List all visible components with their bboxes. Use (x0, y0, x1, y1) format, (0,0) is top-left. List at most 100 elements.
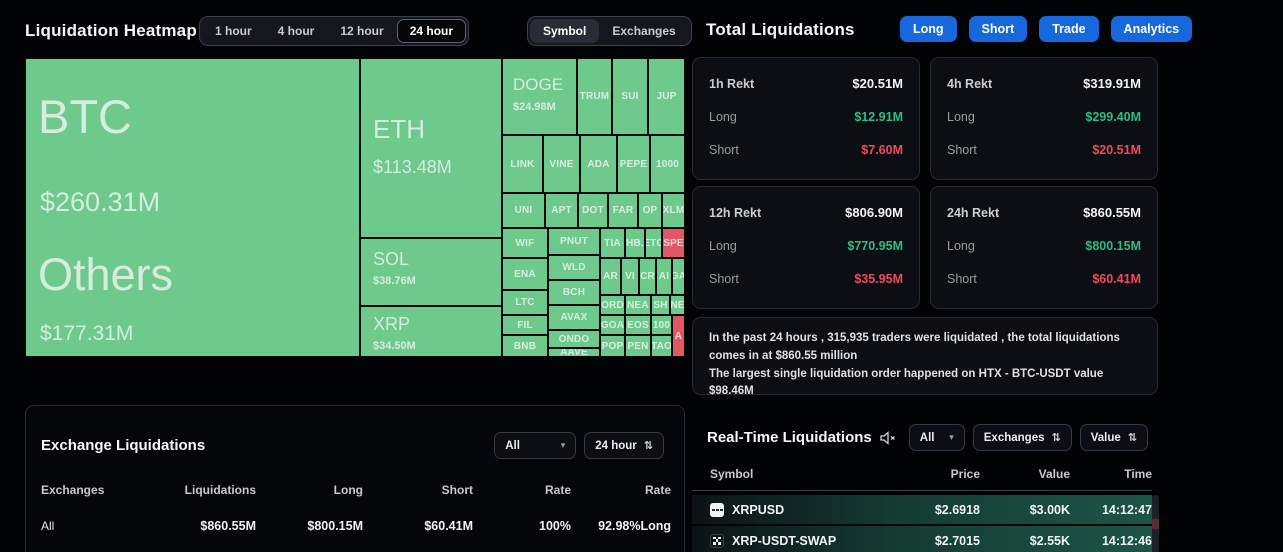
totals-action-buttons: Long Short Trade Analytics (888, 16, 1193, 42)
view-toggle-exchanges[interactable]: Exchanges (599, 19, 688, 43)
realtime-market-dropdown[interactable]: All ▾ (908, 424, 965, 451)
treemap-cell-wld[interactable]: WLD (548, 255, 600, 280)
rekt-4h-long: $299.40M (1085, 110, 1141, 124)
liquidation-summary-box: In the past 24 hours , 315,935 traders w… (692, 317, 1158, 397)
treemap-cell-ondo[interactable]: ONDO (548, 330, 600, 348)
long-row-label: Long (947, 239, 975, 253)
chevron-down-icon: ▾ (560, 440, 566, 450)
treemap-cell-fil[interactable]: FIL (502, 315, 548, 335)
treemap-cell-vine[interactable]: VINE (543, 135, 580, 193)
treemap-cell-ga[interactable]: GA (672, 258, 685, 295)
treemap-cell-sui[interactable]: SUI (612, 58, 648, 135)
treemap-cell-ne[interactable]: NE (670, 295, 685, 315)
treemap-cell-trum[interactable]: TRUM (577, 58, 612, 135)
treemap-cell-aave[interactable]: AAVE (548, 348, 600, 357)
sort-arrows-icon: ⇅ (1051, 432, 1061, 444)
long-button[interactable]: Long (900, 16, 957, 42)
rekt-4h-total: $319.91M (1083, 76, 1141, 91)
treemap-cell-ena[interactable]: ENA (502, 258, 548, 290)
treemap-cell-ai[interactable]: AI (656, 258, 672, 295)
treemap-cell-tao[interactable]: TAO (651, 335, 672, 357)
time-filter-12h[interactable]: 12 hour (327, 19, 396, 43)
exchange-table-header: Exchanges Liquidations Long Short Rate R… (26, 483, 684, 497)
treemap-cell-ltc[interactable]: LTC (502, 290, 548, 315)
cell-exchange: All (41, 519, 55, 533)
treemap-cell-avax[interactable]: AVAX (548, 305, 600, 330)
time-filter-24h[interactable]: 24 hour (396, 19, 467, 43)
analytics-button[interactable]: Analytics (1110, 16, 1193, 42)
total-liquidations-title: Total Liquidations (706, 20, 855, 39)
treemap-cell-xrp[interactable]: XRP $34.50M (360, 306, 502, 357)
treemap-cell-op[interactable]: OP (638, 193, 662, 228)
treemap-eth-label: ETH (373, 114, 425, 144)
realtime-row-xrpusd[interactable]: XRPUSD $2.6918 $3.00K 14:12:47 (692, 495, 1152, 524)
time-filter-1h[interactable]: 1 hour (202, 19, 265, 43)
treemap-cell-btc-others[interactable]: BTC $260.31M Others $177.31M (25, 58, 360, 357)
treemap-cell-hb[interactable]: HB. (625, 228, 645, 258)
treemap-cell-label: FIL (517, 319, 533, 331)
time-filter-4h[interactable]: 4 hour (265, 19, 328, 43)
treemap-cell-label: TRUM (579, 91, 610, 102)
treemap-cell-pen[interactable]: PEN (625, 335, 651, 357)
treemap-cell-link[interactable]: LINK (502, 135, 543, 193)
value-cell: $3.00K (1029, 502, 1070, 517)
treemap-cell-far[interactable]: FAR (608, 193, 638, 228)
col-exchanges: Exchanges (41, 483, 105, 497)
treemap-cell-pepe[interactable]: PEPE (617, 135, 650, 193)
realtime-scrollbar[interactable] (1152, 495, 1159, 552)
treemap-cell-etc[interactable]: ETC (645, 228, 662, 258)
bitmex-exchange-icon (710, 502, 724, 517)
treemap-cell-cr[interactable]: CR (639, 258, 656, 295)
treemap-cell-eth[interactable]: ETH $113.48M (360, 58, 502, 238)
treemap-cell-bnb[interactable]: BNB (502, 335, 548, 357)
exchange-period-dropdown[interactable]: 24 hour ⇅ (584, 432, 664, 459)
treemap-cell-label: 100 (652, 319, 671, 331)
treemap-cell-uni[interactable]: UNI (502, 193, 545, 228)
exchange-market-dropdown[interactable]: All ▾ (494, 432, 577, 459)
sound-muted-icon[interactable] (880, 430, 897, 445)
treemap-cell-apt[interactable]: APT (545, 193, 578, 228)
realtime-exchange-dropdown[interactable]: Exchanges ⇅ (972, 424, 1072, 451)
treemap-cell-dot[interactable]: DOT (578, 193, 608, 228)
col-time: Time (1124, 467, 1152, 481)
exchange-table-row[interactable]: All $860.55M $800.15M $60.41M 100% 92.98… (26, 519, 684, 533)
treemap-cell-spe[interactable]: SPE (662, 228, 685, 258)
treemap-cell-jup[interactable]: JUP (648, 58, 685, 135)
treemap-cell-tia[interactable]: TIA (600, 228, 625, 258)
rekt-12h-short: $35.95M (854, 272, 903, 286)
rekt-card-12h: 12h Rekt $806.90M Long $770.95M Short $3… (692, 186, 920, 309)
price-cell: $2.6918 (934, 502, 980, 517)
treemap-cell-xlm[interactable]: XLM (662, 193, 685, 228)
treemap-cell-pop[interactable]: POP (600, 335, 625, 357)
view-toggle-symbol[interactable]: Symbol (530, 19, 600, 43)
value-cell: $2.55K (1029, 533, 1070, 548)
short-button[interactable]: Short (968, 16, 1028, 42)
treemap-cell-sol[interactable]: SOL $38.76M (360, 238, 502, 306)
realtime-row-xrp-usdt-swap[interactable]: XRP-USDT-SWAP $2.7015 $2.55K 14:12:46 (692, 526, 1152, 552)
realtime-sort-dropdown[interactable]: Value ⇅ (1079, 424, 1148, 451)
treemap-eth-value: $113.48M (373, 157, 452, 177)
trade-button[interactable]: Trade (1039, 16, 1099, 42)
treemap-cell-goa[interactable]: GOA (600, 315, 625, 335)
treemap-others-label: Others (38, 249, 174, 300)
price-cell: $2.7015 (934, 533, 980, 548)
treemap-cell-sh[interactable]: SH (651, 295, 670, 315)
view-toggle-group: Symbol Exchanges (527, 16, 692, 46)
treemap-cell-ord[interactable]: ORD (600, 295, 625, 315)
treemap-cell-eos[interactable]: EOS (625, 315, 651, 335)
treemap-cell-label: ETC (646, 237, 661, 249)
treemap-cell-vi[interactable]: VI (621, 258, 639, 295)
treemap-cell-100[interactable]: 100 (651, 315, 672, 335)
treemap-cell-nea[interactable]: NEA (625, 295, 651, 315)
treemap-cell-label: PEN (627, 340, 649, 352)
treemap-cell-label: SH (653, 299, 668, 311)
treemap-cell-doge[interactable]: DOGE $24.98M (502, 58, 577, 135)
treemap-cell-1000[interactable]: 1000 (650, 135, 685, 193)
treemap-cell-bch[interactable]: BCH (548, 280, 600, 305)
treemap-cell-ar[interactable]: AR (600, 258, 621, 295)
treemap-cell-ada[interactable]: ADA (580, 135, 617, 193)
treemap-cell-a[interactable]: A (672, 315, 685, 357)
treemap-cell-wif[interactable]: WIF (502, 228, 548, 258)
treemap-cell-pnut[interactable]: PNUT (548, 228, 600, 255)
symbol-label: XRPUSD (732, 502, 785, 517)
